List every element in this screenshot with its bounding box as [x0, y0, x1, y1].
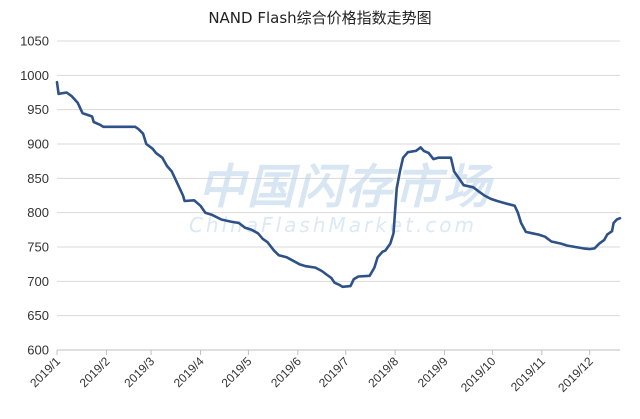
- axes: [56, 349, 620, 355]
- y-tick-label: 1000: [20, 68, 49, 83]
- y-tick-label: 950: [27, 102, 49, 117]
- x-tick-label: 2019/7: [316, 354, 352, 390]
- x-tick-label: 2019/4: [171, 354, 207, 390]
- watermark-cn: 中国闪存市场: [198, 160, 495, 215]
- x-tick-label: 2019/9: [415, 354, 451, 390]
- x-tick-label: 2019/2: [77, 354, 113, 390]
- y-tick-label: 600: [27, 343, 49, 358]
- watermark-en: ChinaFlashMarket.com: [189, 213, 477, 237]
- x-tick-label: 2019/12: [555, 354, 596, 395]
- watermark: 中国闪存市场 ChinaFlashMarket.com: [189, 160, 495, 237]
- y-tick-label: 1050: [20, 34, 49, 49]
- x-tick-label: 2019/5: [219, 354, 255, 390]
- y-tick-label: 800: [27, 205, 49, 220]
- x-tick-label: 2019/6: [268, 354, 304, 390]
- y-tick-label: 850: [27, 171, 49, 186]
- x-tick-label: 2019/11: [508, 354, 548, 394]
- chart-title: NAND Flash综合价格指数走势图: [208, 9, 431, 27]
- y-tick-label: 750: [27, 240, 49, 255]
- y-tick-label: 650: [27, 308, 49, 323]
- x-tick-label: 2019/8: [365, 354, 401, 390]
- y-tick-label: 900: [27, 137, 49, 152]
- y-tick-label: 700: [27, 274, 49, 289]
- series-line-0: [55, 80, 622, 289]
- x-tick-labels: 2019/1 2019/2 2019/3 2019/4 2019/5 2019/6 2019…: [27, 354, 596, 395]
- x-tick-label: 2019/1: [27, 354, 63, 390]
- y-tick-labels: 600 650 700 750 800 850 900 950 1000 1050: [20, 34, 49, 358]
- x-tick-label: 2019/10: [458, 354, 499, 395]
- x-tick-label: 2019/3: [121, 354, 157, 390]
- series-layer: [55, 80, 622, 289]
- gridlines: [57, 40, 620, 317]
